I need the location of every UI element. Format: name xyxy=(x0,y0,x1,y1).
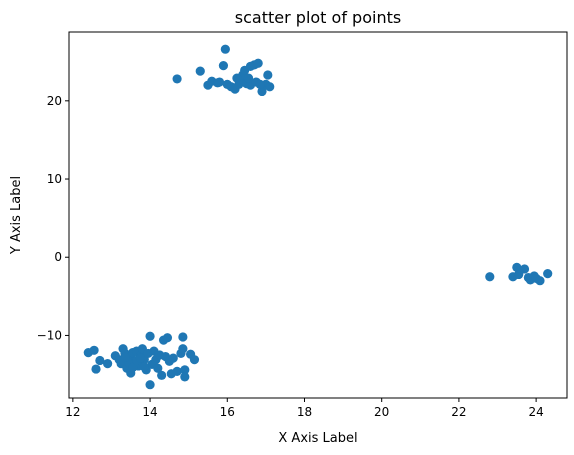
x-tick-label: 16 xyxy=(220,405,235,419)
scatter-point xyxy=(535,276,545,286)
scatter-point xyxy=(514,269,524,280)
scatter-point xyxy=(162,333,173,343)
scatter-point xyxy=(168,353,178,363)
scatter-point xyxy=(89,345,99,355)
scatter-point xyxy=(519,264,530,274)
scatter-point xyxy=(263,70,273,80)
scatter-point xyxy=(172,74,182,84)
ticks-layer: 12 14 16 18 20 22 24 −10 0 10 20 xyxy=(37,94,544,419)
scatter-point xyxy=(253,58,263,68)
x-tick-label: 24 xyxy=(528,405,543,419)
scatter-point xyxy=(218,61,229,71)
scatter-point xyxy=(153,363,163,373)
y-tick-label: 20 xyxy=(47,94,62,108)
scatter-point xyxy=(543,269,553,279)
scatter-point xyxy=(91,364,101,374)
scatter-point xyxy=(178,344,188,354)
scatter-point xyxy=(135,353,146,363)
scatter-point xyxy=(213,78,223,88)
scatter-point xyxy=(257,86,267,97)
y-axis-label: Y Axis Label xyxy=(9,176,24,255)
scatter-point xyxy=(512,262,522,272)
x-tick-label: 18 xyxy=(297,405,312,419)
scatter-point xyxy=(255,79,265,89)
scatter-point xyxy=(220,44,230,54)
scatter-point xyxy=(178,332,188,342)
chart-title: scatter plot of points xyxy=(235,8,401,27)
x-tick-label: 12 xyxy=(65,405,80,419)
scatter-point xyxy=(103,358,113,369)
scatter-point xyxy=(232,73,242,83)
y-tick-label: 10 xyxy=(47,172,62,186)
scatter-point xyxy=(139,362,149,372)
scatter-point xyxy=(485,272,495,282)
scatter-point xyxy=(128,362,138,373)
scatter-point xyxy=(265,82,275,92)
scatter-point xyxy=(180,372,190,382)
scatter-point xyxy=(172,366,182,377)
x-axis-label: X Axis Label xyxy=(278,431,357,446)
x-tick-label: 22 xyxy=(451,405,466,419)
y-tick-label: −10 xyxy=(37,328,62,342)
scatter-point xyxy=(189,355,200,365)
scatter-point xyxy=(243,73,254,83)
y-tick-label: 0 xyxy=(54,250,62,264)
scatter-point xyxy=(95,355,105,366)
x-tick-label: 20 xyxy=(374,405,389,419)
plot-frame xyxy=(68,31,568,399)
scatter-point xyxy=(180,365,190,375)
scatter-point xyxy=(145,331,155,341)
points-layer xyxy=(83,44,553,390)
scatter-point xyxy=(157,370,167,380)
scatter-point xyxy=(145,380,155,390)
x-tick-label: 14 xyxy=(142,405,157,419)
scatter-point xyxy=(195,66,205,76)
scatter-point xyxy=(120,352,130,362)
